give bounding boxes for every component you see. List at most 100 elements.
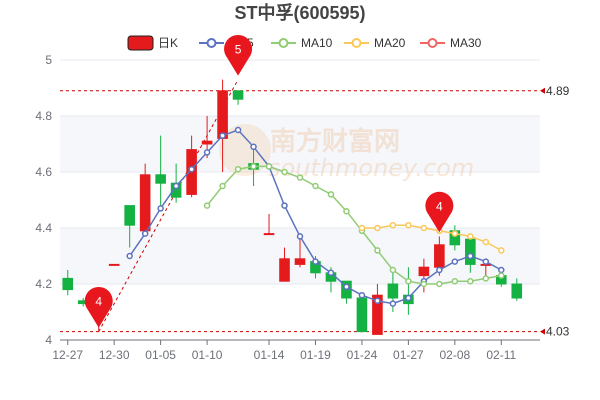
ma20-point [498, 247, 505, 254]
ma5-point [358, 291, 366, 299]
ma5-point [436, 266, 443, 274]
ma10-point [219, 182, 226, 190]
candle-body [232, 90, 244, 100]
ma5-point [172, 182, 180, 190]
ma20-point [467, 233, 474, 240]
ma10-point [389, 266, 397, 274]
candle-body [263, 233, 275, 236]
candle-body [108, 263, 120, 266]
ma10-point [250, 163, 257, 170]
ma10-point [203, 202, 211, 209]
candle-body [434, 244, 445, 268]
legend-swatch-daily-k [127, 35, 154, 51]
candle-body [372, 294, 383, 335]
marker-label: 5 [235, 43, 242, 57]
ma10-point [281, 168, 288, 176]
x-tick-label: 02-08 [439, 348, 470, 362]
ma10-point [498, 272, 505, 279]
ma10-point [312, 182, 319, 190]
candle-body [139, 174, 151, 232]
ma5-point [312, 258, 319, 265]
chart-title: ST中孚(600595) [234, 2, 365, 23]
ma5-point [467, 252, 474, 260]
x-tick-label: 02-11 [486, 348, 516, 362]
legend-dot-ma5 [206, 38, 217, 48]
ma10-point [234, 165, 242, 173]
ma20-point [374, 224, 381, 232]
candle-body [279, 258, 290, 282]
ma5-point [451, 258, 459, 265]
x-tick-label: 12-27 [52, 348, 83, 362]
y-tick-label: 5 [45, 53, 52, 67]
watermark-cn: 南方财富网 [270, 126, 400, 157]
ma5-point [250, 143, 257, 151]
candle-body [155, 174, 166, 184]
y-tick-label: 4.4 [35, 221, 52, 235]
ma20-point [389, 221, 397, 229]
ma5-point [389, 300, 397, 307]
marker-pin [84, 286, 113, 328]
reference-lines: 4.89 4.03 [60, 84, 570, 339]
ma10-point [451, 277, 459, 285]
marker-label: 4 [436, 199, 443, 213]
ma20-point [358, 224, 366, 232]
ma5-point [405, 294, 412, 302]
candle-body [62, 277, 74, 291]
legend-label-2: MA10 [301, 36, 333, 50]
moving-average-lines [126, 126, 505, 307]
ma5-point [374, 297, 381, 305]
markers: 4 5 4 [84, 34, 454, 328]
y-tick-label: 4 [45, 333, 52, 347]
legend-label-3: MA20 [374, 36, 406, 50]
ma20-point [420, 224, 428, 232]
marker-pin [224, 34, 253, 76]
x-tick-label: 01-19 [300, 348, 331, 362]
ma5-point [234, 126, 242, 134]
ma10-point [296, 174, 304, 181]
x-tick-label: 01-24 [347, 348, 378, 362]
candle-body [356, 297, 368, 333]
legend-label-4: MA30 [450, 36, 482, 50]
x-tick-label: 01-05 [145, 348, 176, 362]
x-tick-label: 01-27 [393, 348, 424, 362]
ma5-point [203, 149, 211, 156]
ma10-point [436, 280, 443, 288]
candle-body [217, 90, 228, 139]
candle-body [511, 283, 523, 299]
ma5-point [126, 252, 133, 260]
ma10-point [420, 280, 428, 288]
x-tick-label: 01-10 [192, 348, 223, 362]
ref-line-label: 4.03 [546, 325, 570, 339]
ma10-point [343, 207, 350, 215]
legend-label-0: 日K [158, 36, 178, 50]
candle-body [465, 238, 476, 265]
ma10-point [467, 277, 474, 285]
ma5-point [296, 233, 304, 240]
y-tick-label: 4.8 [35, 109, 52, 123]
y-tick-label: 4.2 [35, 277, 52, 291]
ma10-point [405, 277, 412, 285]
ma10-point [482, 275, 490, 282]
candle-body [418, 266, 430, 277]
candle-body [124, 205, 135, 226]
candle-body [201, 140, 213, 145]
ma5-point [482, 258, 490, 265]
grid-band [60, 116, 540, 172]
candle-body [294, 258, 306, 265]
ma5-point [281, 202, 288, 209]
ma5-point [498, 266, 505, 274]
marker-pin [425, 191, 454, 233]
legend-dot-ma30 [427, 38, 438, 48]
y-tick-label: 4.6 [35, 165, 52, 179]
ma20-point [482, 238, 490, 246]
x-tick-label: 12-30 [99, 348, 130, 362]
ma20-point [405, 221, 412, 229]
ma5-point [141, 230, 149, 237]
x-tick-label: 01-14 [254, 348, 285, 362]
ref-arrow [540, 87, 545, 94]
ma20-line [361, 224, 502, 252]
ma5-point [219, 132, 226, 139]
ma20-point [451, 230, 459, 237]
ref-arrow [540, 328, 545, 335]
